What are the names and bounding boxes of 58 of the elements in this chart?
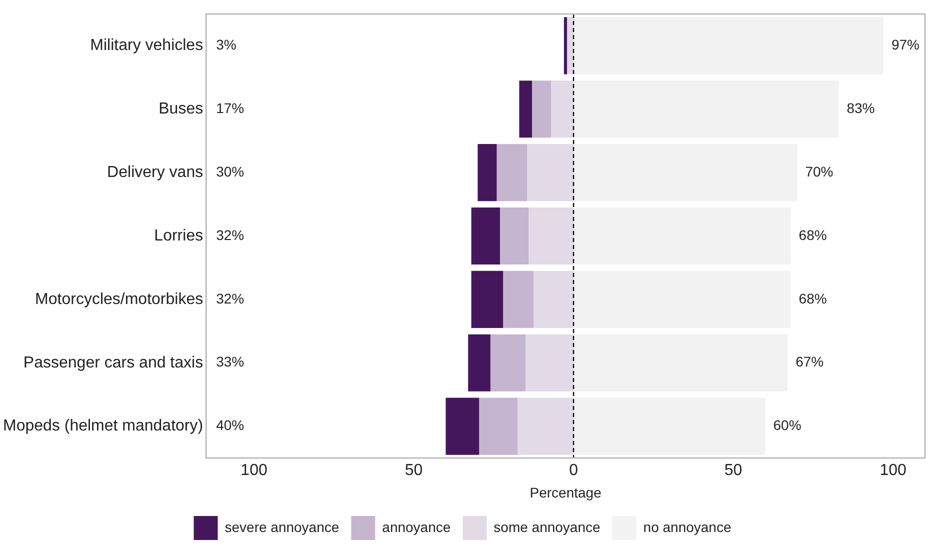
bar bbox=[532, 80, 552, 138]
bar bbox=[471, 207, 500, 265]
bar bbox=[503, 270, 534, 328]
bar bbox=[471, 270, 504, 328]
data-label: 68% bbox=[798, 290, 827, 306]
data-label: 60% bbox=[773, 417, 802, 434]
y-tick-label: Passenger cars and taxis bbox=[23, 354, 204, 372]
bar bbox=[500, 207, 529, 265]
legend-label: some annoyance bbox=[494, 518, 601, 535]
bar bbox=[574, 17, 884, 74]
y-tick-label: Motorcycles/motorbikes bbox=[35, 290, 204, 308]
bar bbox=[567, 17, 574, 74]
bar bbox=[526, 334, 574, 392]
bar bbox=[490, 334, 526, 392]
annotation: 40% bbox=[216, 417, 244, 434]
data-label: 83% bbox=[846, 100, 875, 116]
legend-label: no annoyance bbox=[643, 518, 732, 535]
x-tick-label: 0 bbox=[569, 462, 578, 480]
bar bbox=[528, 207, 574, 265]
bar bbox=[496, 144, 528, 202]
x-tick-label: 100 bbox=[240, 462, 268, 480]
annotation: 33% bbox=[216, 354, 244, 370]
bar bbox=[574, 334, 788, 392]
data-label: 97% bbox=[891, 36, 920, 53]
bar bbox=[478, 144, 497, 202]
y-tick-label: Mopeds (helmet mandatory) bbox=[2, 418, 204, 435]
x-axis-title: Percentage bbox=[530, 484, 602, 500]
annotation: 3% bbox=[216, 36, 236, 53]
bar bbox=[574, 207, 791, 265]
bar bbox=[468, 334, 490, 392]
bar bbox=[574, 80, 839, 138]
bar bbox=[534, 270, 574, 328]
data-label: 67% bbox=[796, 354, 824, 370]
x-tick-label: 50 bbox=[724, 462, 742, 480]
annotation: 30% bbox=[216, 163, 244, 180]
bar bbox=[446, 398, 480, 455]
y-tick-label: Lorries bbox=[154, 227, 204, 244]
x-tick-label: 100 bbox=[880, 462, 906, 480]
annotation: 32% bbox=[216, 226, 244, 243]
bar bbox=[551, 80, 574, 138]
bar bbox=[564, 17, 568, 74]
x-tick-label: 50 bbox=[404, 462, 423, 480]
legend-label: severe annoyance bbox=[224, 518, 340, 535]
bar bbox=[527, 144, 574, 202]
y-tick-label: Buses bbox=[158, 100, 204, 118]
data-label: 68% bbox=[798, 226, 827, 243]
annotation: 17% bbox=[216, 100, 244, 116]
data-label: 70% bbox=[805, 163, 834, 180]
bar bbox=[479, 398, 518, 455]
y-tick-label: Military vehicles bbox=[90, 37, 204, 54]
bar bbox=[574, 398, 766, 455]
annotation: 32% bbox=[216, 290, 244, 306]
bar bbox=[519, 80, 532, 138]
bar bbox=[518, 398, 574, 455]
bar bbox=[574, 270, 791, 328]
y-tick-label: Delivery vans bbox=[107, 164, 204, 181]
bar bbox=[574, 144, 798, 202]
legend-label: annoyance bbox=[382, 518, 451, 535]
